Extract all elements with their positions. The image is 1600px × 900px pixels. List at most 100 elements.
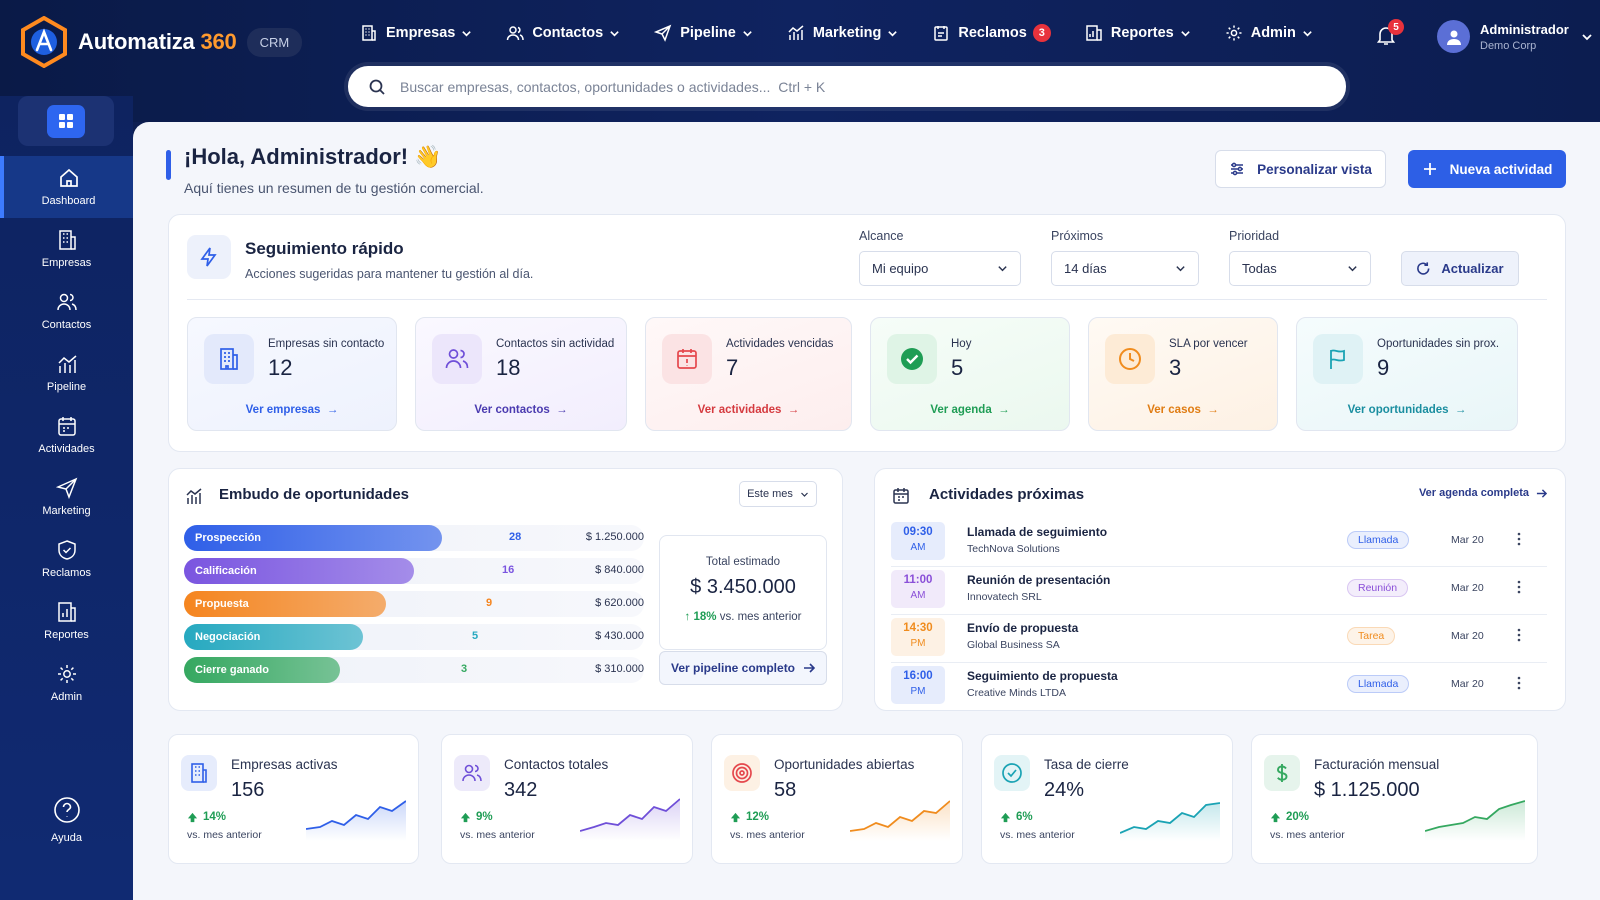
period-select[interactable]: Este mes: [739, 481, 817, 507]
users-icon: [432, 334, 482, 384]
stat-value: 342: [504, 779, 538, 801]
chevron-down-icon: [998, 266, 1007, 272]
stat-value: 58: [774, 779, 797, 801]
sidebar-item-pipeline[interactable]: Pipeline: [0, 342, 133, 404]
sidebar-item-reclamos[interactable]: Reclamos: [0, 528, 133, 590]
home-icon: [59, 168, 78, 187]
kpi-link[interactable]: Ver contactos →: [474, 404, 568, 416]
kpi-contactos-sin-actividad[interactable]: Contactos sin actividad 18 Ver contactos…: [415, 317, 627, 431]
help-button[interactable]: Ayuda: [0, 796, 133, 844]
sidebar-item-contactos[interactable]: Contactos: [0, 280, 133, 342]
sidebar-item-admin[interactable]: Admin: [0, 652, 133, 714]
activity-date: Mar 20: [1451, 630, 1484, 642]
proximos-select[interactable]: 14 días: [1051, 251, 1199, 286]
kpi-link[interactable]: Ver casos →: [1147, 404, 1219, 416]
activity-type-badge: Tarea: [1347, 627, 1396, 645]
sidebar-item-actividades[interactable]: Actividades: [0, 404, 133, 466]
nav-reportes[interactable]: Reportes: [1085, 22, 1191, 44]
activity-row[interactable]: 14:30 PM Envío de propuesta Global Busin…: [891, 615, 1547, 663]
chevron-down-icon: [1303, 30, 1312, 37]
view-agenda-link[interactable]: Ver agenda completa: [1419, 487, 1547, 499]
apps-grid-button[interactable]: [18, 96, 114, 146]
stat-comparison: vs. mes anterior: [1270, 829, 1345, 841]
calendar-icon: [57, 417, 76, 436]
chevron-down-icon: [1348, 266, 1357, 272]
activity-type-badge: Llamada: [1347, 531, 1410, 549]
kpi-sla-por-vencer[interactable]: SLA por vencer 3 Ver casos →: [1088, 317, 1278, 431]
new-activity-button[interactable]: Nueva actividad: [1408, 150, 1566, 188]
kpi-actividades-vencidas[interactable]: Actividades vencidas 7 Ver actividades →: [645, 317, 852, 431]
report-icon: [57, 602, 76, 622]
stat-change: 9%: [460, 811, 493, 823]
alcance-select[interactable]: Mi equipo: [859, 251, 1021, 286]
stat-value: $ 1.125.000: [1314, 779, 1420, 801]
nav-admin[interactable]: Admin: [1225, 22, 1313, 44]
activity-title: Seguimiento de propuesta: [967, 669, 1118, 683]
user-name: Administrador: [1480, 21, 1569, 37]
stat-card[interactable]: Tasa de cierre 24% 6% vs. mes anterior: [981, 734, 1233, 864]
brand-logo[interactable]: Automatiza 360 CRM: [20, 16, 303, 68]
avatar: [1437, 20, 1470, 53]
stat-comparison: vs. mes anterior: [1000, 829, 1075, 841]
sidebar-item-dashboard[interactable]: Dashboard: [0, 156, 133, 218]
nav-reclamos[interactable]: Reclamos 3: [932, 22, 1051, 44]
grid-icon: [59, 114, 73, 128]
nav-contactos[interactable]: Contactos: [506, 22, 620, 44]
sidebar-item-marketing[interactable]: Marketing: [0, 466, 133, 528]
funnel-stage-row[interactable]: Negociación 5 $ 430.000: [184, 624, 644, 650]
user-menu[interactable]: Administrador Demo Corp: [1437, 20, 1593, 53]
arrow-up-icon: [187, 812, 198, 822]
crm-badge: CRM: [246, 27, 303, 57]
nav-empresas[interactable]: Empresas: [360, 22, 472, 44]
view-pipeline-button[interactable]: Ver pipeline completo: [659, 651, 827, 685]
more-vertical-icon[interactable]: [1513, 531, 1525, 547]
kpi-link[interactable]: Ver oportunidades →: [1347, 404, 1467, 416]
kpi-oportunidades-sin-prox[interactable]: Oportunidades sin prox. 9 Ver oportunida…: [1296, 317, 1518, 431]
activity-time: 14:30 PM: [891, 618, 945, 656]
kpi-empresas-sin-contacto[interactable]: Empresas sin contacto 12 Ver empresas →: [187, 317, 397, 431]
customize-view-button[interactable]: Personalizar vista: [1215, 150, 1386, 188]
kpi-link[interactable]: Ver empresas →: [245, 404, 339, 416]
building-icon: [204, 334, 254, 384]
stat-card[interactable]: Contactos totales 342 9% vs. mes anterio…: [441, 734, 693, 864]
kpi-hoy[interactable]: Hoy 5 Ver agenda →: [870, 317, 1070, 431]
funnel-stage-row[interactable]: Propuesta 9 $ 620.000: [184, 591, 644, 617]
clipboard-icon: [934, 26, 949, 41]
more-vertical-icon[interactable]: [1513, 675, 1525, 691]
stat-card[interactable]: Oportunidades abiertas 58 12% vs. mes an…: [711, 734, 963, 864]
activity-company: Innovatech SRL: [967, 591, 1042, 603]
more-vertical-icon[interactable]: [1513, 627, 1525, 643]
sidebar-item-reportes[interactable]: Reportes: [0, 590, 133, 652]
funnel-stage-amount: $ 840.000: [595, 564, 644, 576]
activity-row[interactable]: 11:00 AM Reunión de presentación Innovat…: [891, 567, 1547, 615]
sidebar-item-empresas[interactable]: Empresas: [0, 218, 133, 280]
activity-row[interactable]: 09:30 AM Llamada de seguimiento TechNova…: [891, 519, 1547, 567]
chevron-down-icon: [1582, 33, 1592, 40]
funnel-stage-row[interactable]: Prospección 28 $ 1.250.000: [184, 525, 644, 551]
flag-icon: [1313, 334, 1363, 384]
refresh-button[interactable]: Actualizar: [1401, 251, 1519, 286]
search-input[interactable]: [400, 78, 1300, 95]
activity-time: 11:00 AM: [891, 570, 945, 608]
funnel-stage-row[interactable]: Calificación 16 $ 840.000: [184, 558, 644, 584]
filter-proximos: Próximos 14 días: [1051, 229, 1199, 286]
stat-label: Contactos totales: [504, 757, 609, 772]
kpi-link[interactable]: Ver actividades →: [697, 404, 800, 416]
activity-row[interactable]: 16:00 PM Seguimiento de propuesta Creati…: [891, 663, 1547, 711]
kpi-link[interactable]: Ver agenda →: [930, 404, 1010, 416]
activity-date: Mar 20: [1451, 534, 1484, 546]
global-search[interactable]: [348, 66, 1346, 107]
nav-marketing[interactable]: Marketing: [787, 22, 899, 44]
more-vertical-icon[interactable]: [1513, 579, 1525, 595]
stat-card[interactable]: Facturación mensual $ 1.125.000 20% vs. …: [1251, 734, 1538, 864]
sidebar: Dashboard Empresas Contactos Pipeline Ac…: [0, 96, 133, 900]
stat-card[interactable]: Empresas activas 156 14% vs. mes anterio…: [168, 734, 419, 864]
plus-icon: [1423, 163, 1436, 175]
quick-followup-card: Seguimiento rápido Acciones sugeridas pa…: [168, 214, 1566, 452]
sparkline: [1425, 800, 1525, 841]
funnel-stage-count: 3: [461, 663, 468, 675]
prioridad-select[interactable]: Todas: [1229, 251, 1371, 286]
nav-pipeline[interactable]: Pipeline: [654, 22, 753, 44]
funnel-stage-row[interactable]: Cierre ganado 3 $ 310.000: [184, 657, 644, 683]
greeting: ¡Hola, Administrador! 👋 Aquí tienes un r…: [166, 144, 484, 196]
